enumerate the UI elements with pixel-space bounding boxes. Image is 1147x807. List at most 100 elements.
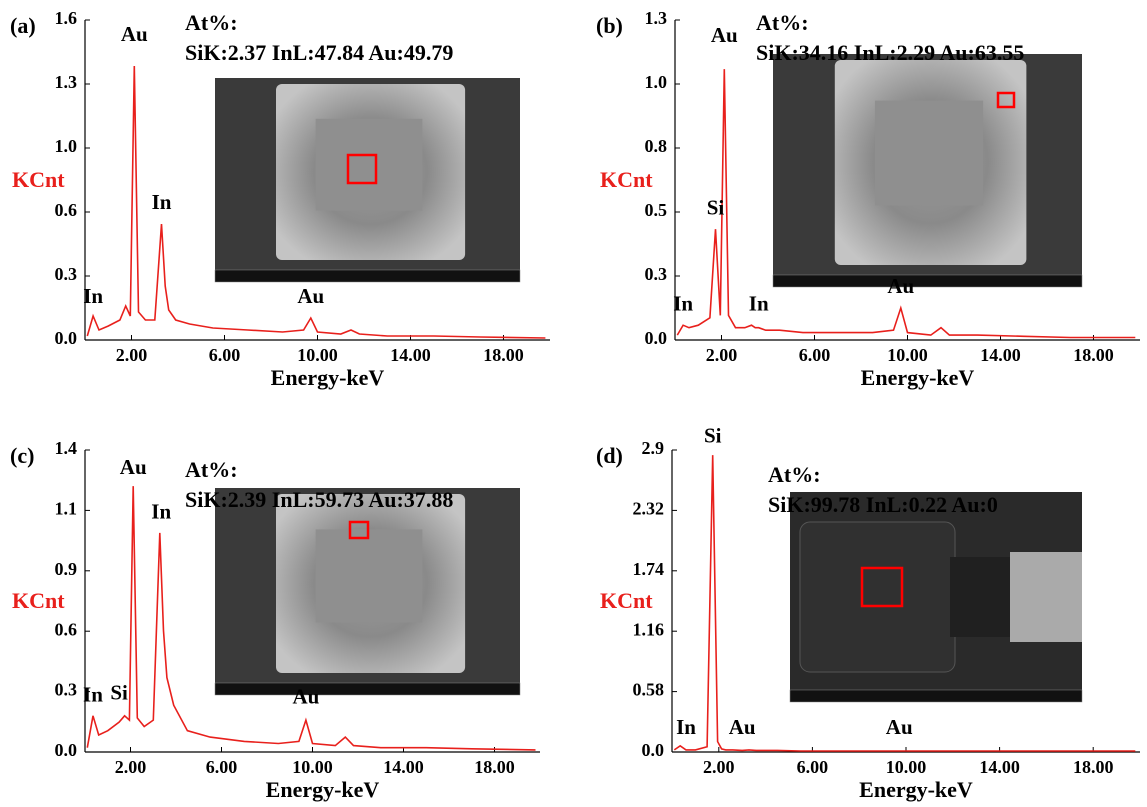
composition-values: SiK:2.39 InL:59.73 Au:37.88 <box>185 487 453 512</box>
peak-label: Au <box>292 685 319 709</box>
x-tick-label: 2.00 <box>115 757 147 777</box>
x-tick-label: 2.00 <box>706 345 738 365</box>
composition-values: SiK:2.37 InL:47.84 Au:49.79 <box>185 40 453 65</box>
peak-label: Si <box>707 195 725 219</box>
x-tick-label: 10.00 <box>886 757 927 777</box>
y-tick-label: 1.16 <box>633 619 665 639</box>
y-tick-label: 0.0 <box>55 740 78 760</box>
composition-title: At%: <box>756 10 809 35</box>
y-tick-label: 0.5 <box>645 200 668 220</box>
peak-label: Si <box>110 680 128 704</box>
peak-label: Au <box>711 23 738 47</box>
selection-box <box>348 520 370 540</box>
peak-label: In <box>83 284 103 308</box>
selection-box <box>346 153 378 185</box>
x-tick-label: 6.00 <box>799 345 831 365</box>
peak-label: Au <box>297 284 324 308</box>
selection-box <box>996 91 1016 109</box>
y-tick-label: 1.0 <box>645 72 668 92</box>
panel: 0.0 0.3 0.6 0.9 1.1 1.4 2.00 6.00 10.00 14.00 18.0… <box>10 438 540 802</box>
x-tick-label: 2.00 <box>703 757 735 777</box>
peak-label: Au <box>887 274 914 298</box>
y-axis-label: KCnt <box>12 167 65 192</box>
y-tick-label: 1.74 <box>633 559 665 579</box>
spectrum-line <box>676 69 1136 339</box>
y-tick-label: 0.58 <box>633 680 665 700</box>
y-tick-label: 0.9 <box>55 559 78 579</box>
panel: 0.0 0.58 1.16 1.74 2.32 2.9 2.00 6.00 10.00 14.00… <box>596 423 1140 802</box>
panel-label: (a) <box>10 13 36 38</box>
panel-label: (b) <box>596 13 623 38</box>
y-tick-label: 0.3 <box>55 264 78 284</box>
composition-title: At%: <box>185 457 238 482</box>
spectrum-line <box>86 65 546 339</box>
y-axis-label: KCnt <box>600 167 653 192</box>
x-tick-label: 6.00 <box>797 757 829 777</box>
panel: 0.0 0.3 0.6 1.0 1.3 1.6 2.00 6.00 10.00 14.00 18.0… <box>10 8 550 390</box>
y-tick-label: 1.3 <box>645 8 668 28</box>
sem-lead <box>1010 552 1082 642</box>
x-tick-label: 14.00 <box>979 757 1020 777</box>
x-tick-label: 14.00 <box>980 345 1021 365</box>
panel: 0.0 0.3 0.5 0.8 1.0 1.3 2.00 6.00 10.00 14.00 18.0… <box>596 8 1140 390</box>
y-tick-label: 0.6 <box>55 619 78 639</box>
sem-bridge <box>950 557 1010 637</box>
x-tick-label: 18.00 <box>1073 345 1114 365</box>
panel-label: (d) <box>596 443 623 468</box>
y-tick-label: 0.3 <box>55 680 78 700</box>
x-tick-label: 14.00 <box>390 345 431 365</box>
sem-pad <box>799 521 956 673</box>
y-tick-label: 1.3 <box>55 72 78 92</box>
y-axis-label: KCnt <box>600 588 653 613</box>
y-tick-label: 1.4 <box>55 438 78 458</box>
peak-label: In <box>749 291 769 315</box>
x-tick-label: 14.00 <box>383 757 424 777</box>
sem-databar <box>214 682 521 696</box>
y-axis-label: KCnt <box>12 588 65 613</box>
y-tick-label: 0.0 <box>55 328 78 348</box>
composition-title: At%: <box>185 10 238 35</box>
peak-label: In <box>151 500 171 524</box>
sem-center <box>874 100 984 206</box>
x-axis-label: Energy-keV <box>266 777 380 802</box>
peak-label: Au <box>121 22 148 46</box>
composition-values: SiK:99.78 InL:0.22 Au:0 <box>768 492 998 517</box>
peak-label: In <box>152 190 172 214</box>
x-tick-label: 6.00 <box>206 757 238 777</box>
peak-label: In <box>676 715 696 739</box>
y-tick-label: 0.3 <box>645 264 668 284</box>
x-axis-label: Energy-keV <box>859 777 973 802</box>
sem-databar <box>789 689 1083 703</box>
peak-label: Au <box>886 715 913 739</box>
peak-label: Si <box>704 423 722 447</box>
x-axis-label: Energy-keV <box>861 365 975 390</box>
spectrum-line <box>86 486 536 751</box>
selection-box <box>860 566 904 608</box>
sem-databar <box>772 274 1083 288</box>
x-tick-label: 10.00 <box>887 345 928 365</box>
y-tick-label: 0.8 <box>645 136 668 156</box>
x-tick-label: 18.00 <box>483 345 524 365</box>
composition-title: At%: <box>768 462 821 487</box>
panel-label: (c) <box>10 443 34 468</box>
y-tick-label: 1.0 <box>55 136 78 156</box>
x-axis-label: Energy-keV <box>271 365 385 390</box>
x-tick-label: 18.00 <box>474 757 515 777</box>
y-tick-label: 2.9 <box>642 438 665 458</box>
sem-databar <box>214 269 521 283</box>
peak-label: Au <box>729 715 756 739</box>
composition-values: SiK:34.16 InL:2.29 Au:63.55 <box>756 40 1024 65</box>
x-tick-label: 6.00 <box>209 345 241 365</box>
y-tick-label: 0.0 <box>645 328 668 348</box>
peak-label: Au <box>120 455 147 479</box>
spectrum-line <box>673 455 1136 752</box>
y-tick-label: 0.0 <box>642 740 665 760</box>
sem-center <box>315 529 423 623</box>
peak-label: In <box>83 683 103 707</box>
x-tick-label: 2.00 <box>116 345 148 365</box>
y-tick-label: 2.32 <box>633 499 665 519</box>
x-tick-label: 18.00 <box>1073 757 1114 777</box>
y-tick-label: 1.6 <box>55 8 78 28</box>
x-tick-label: 10.00 <box>297 345 338 365</box>
